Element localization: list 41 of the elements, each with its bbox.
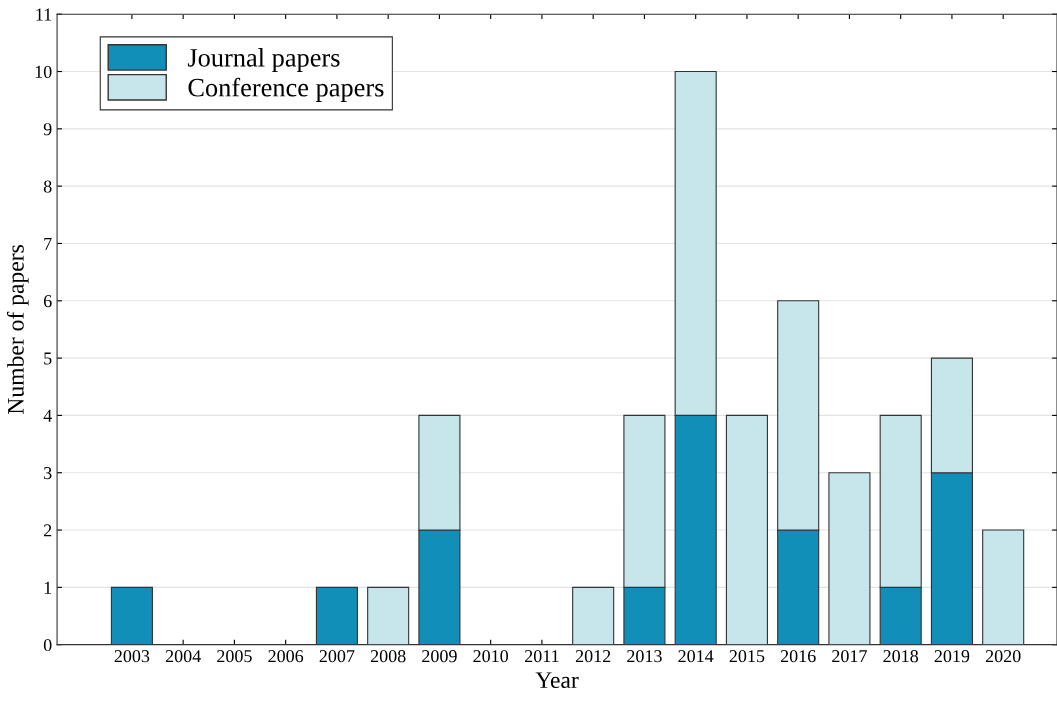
- y-tick-label: 10: [35, 65, 52, 78]
- x-tick-label: 2006: [268, 650, 304, 663]
- x-tick-label: 2020: [985, 650, 1021, 663]
- x-tick-label: 2018: [883, 650, 919, 663]
- x-tick-label: 2007: [319, 650, 355, 663]
- x-tick-label: 2019: [934, 650, 970, 663]
- y-tick-label: 9: [43, 123, 52, 136]
- x-tick-label: 2005: [217, 650, 252, 663]
- x-tick-label: 2015: [729, 650, 765, 663]
- bar: [725, 414, 768, 645]
- y-tick-label: 8: [43, 180, 52, 193]
- legend-label: Journal papers: [187, 48, 340, 73]
- bar: [572, 586, 615, 645]
- y-tick-label: 3: [44, 467, 52, 480]
- legend-label: Conference papers: [188, 77, 384, 102]
- x-tick-label: 2003: [114, 650, 150, 663]
- x-tick-label: 2016: [780, 650, 816, 663]
- y-tick-label: 7: [44, 237, 52, 250]
- bar: [110, 586, 153, 645]
- y-tick-label: 1: [44, 581, 52, 594]
- x-tick-label: 2011: [525, 650, 559, 663]
- y-tick-label: 5: [44, 352, 52, 365]
- x-tick-label: 2012: [575, 650, 611, 663]
- x-tick-label: 2009: [422, 650, 457, 663]
- bar: [315, 586, 358, 645]
- x-tick-label: 2013: [627, 650, 662, 663]
- y-axis-title: Number of papers: [6, 245, 29, 414]
- x-tick-label: 2004: [165, 650, 201, 663]
- x-tick-label: 2010: [473, 650, 509, 663]
- bar: [828, 472, 871, 645]
- x-tick-label: 2014: [678, 650, 714, 663]
- x-tick-label: 2017: [832, 650, 867, 663]
- y-tick-label: 4: [43, 409, 52, 422]
- bar: [982, 529, 1025, 645]
- y-tick-label: 11: [36, 8, 52, 21]
- y-tick-label: 0: [43, 638, 52, 652]
- x-axis-title: Year: [535, 672, 579, 689]
- y-tick-label: 2: [43, 524, 52, 537]
- x-tick-label: 2008: [370, 650, 406, 663]
- bar: [367, 586, 410, 645]
- y-tick-label: 6: [43, 295, 52, 308]
